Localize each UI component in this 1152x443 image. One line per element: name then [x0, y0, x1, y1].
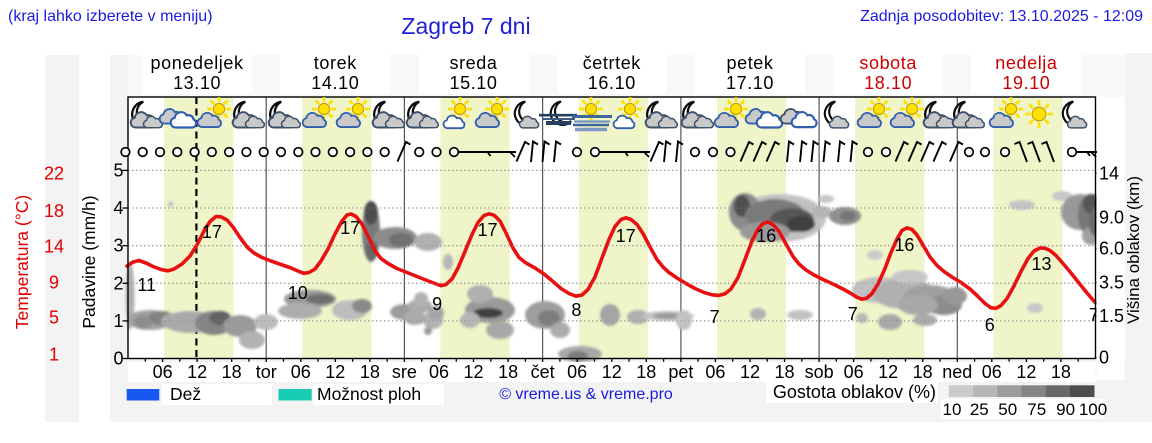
svg-text:ponedeljek: ponedeljek: [151, 53, 244, 73]
svg-text:13: 13: [1031, 254, 1051, 274]
svg-text:10: 10: [943, 400, 962, 419]
svg-text:18.10: 18.10: [864, 73, 912, 93]
svg-text:25: 25: [970, 400, 989, 419]
svg-text:10: 10: [288, 283, 308, 303]
svg-text:1: 1: [49, 344, 59, 364]
svg-text:50: 50: [998, 400, 1017, 419]
svg-text:06: 06: [291, 362, 311, 382]
svg-text:nedelja: nedelja: [995, 53, 1058, 73]
svg-text:17: 17: [340, 218, 360, 238]
svg-text:16: 16: [756, 226, 776, 246]
svg-text:9.0: 9.0: [1099, 208, 1124, 228]
svg-text:pet: pet: [668, 362, 693, 382]
svg-text:12: 12: [325, 362, 345, 382]
svg-text:14: 14: [44, 237, 64, 257]
svg-text:12: 12: [1016, 362, 1036, 382]
svg-text:Padavine (mm/h): Padavine (mm/h): [79, 195, 99, 328]
svg-text:8: 8: [571, 300, 581, 320]
svg-text:Temperatura (°C): Temperatura (°C): [12, 195, 32, 329]
svg-text:06: 06: [429, 362, 449, 382]
svg-text:5: 5: [113, 160, 123, 180]
svg-text:čet: čet: [531, 362, 555, 382]
svg-text:sre: sre: [392, 362, 417, 382]
svg-text:7: 7: [848, 304, 858, 324]
svg-text:19.10: 19.10: [1002, 73, 1050, 93]
svg-text:14.10: 14.10: [311, 73, 359, 93]
svg-text:75: 75: [1027, 400, 1046, 419]
svg-text:16.10: 16.10: [588, 73, 636, 93]
svg-text:17: 17: [477, 220, 497, 240]
svg-text:3: 3: [113, 236, 123, 256]
svg-text:18: 18: [498, 362, 518, 382]
svg-text:18: 18: [774, 362, 794, 382]
svg-text:2: 2: [113, 273, 123, 293]
svg-text:3.5: 3.5: [1099, 272, 1124, 292]
svg-text:Zagreb 7 dni: Zagreb 7 dni: [401, 13, 530, 39]
svg-text:18: 18: [913, 362, 933, 382]
svg-text:sob: sob: [805, 362, 834, 382]
svg-text:7: 7: [710, 307, 720, 327]
svg-text:12: 12: [187, 362, 207, 382]
svg-text:Gostota oblakov (%): Gostota oblakov (%): [773, 382, 936, 402]
svg-text:12: 12: [878, 362, 898, 382]
svg-text:14: 14: [1099, 163, 1119, 183]
svg-text:18: 18: [360, 362, 380, 382]
svg-text:22: 22: [44, 163, 64, 183]
svg-text:11: 11: [137, 275, 156, 295]
svg-text:18: 18: [222, 362, 242, 382]
svg-text:6: 6: [985, 315, 995, 335]
svg-text:18: 18: [1051, 362, 1071, 382]
svg-text:sreda: sreda: [449, 53, 497, 73]
svg-text:06: 06: [705, 362, 725, 382]
svg-text:sobota: sobota: [859, 53, 917, 73]
svg-text:90: 90: [1056, 400, 1075, 419]
svg-text:12: 12: [463, 362, 483, 382]
svg-text:12: 12: [740, 362, 760, 382]
svg-text:7: 7: [1089, 305, 1099, 325]
svg-text:© vreme.us & vreme.pro: © vreme.us & vreme.pro: [499, 386, 673, 403]
svg-text:(kraj lahko izberete v meniju): (kraj lahko izberete v meniju): [8, 8, 213, 25]
svg-text:06: 06: [153, 362, 173, 382]
svg-text:Dež: Dež: [170, 384, 201, 404]
svg-text:Zadnja posodobitev: 13.10.2025: Zadnja posodobitev: 13.10.2025 - 12:09: [860, 8, 1143, 25]
svg-text:12: 12: [602, 362, 622, 382]
svg-text:18: 18: [636, 362, 656, 382]
svg-text:17: 17: [202, 222, 222, 242]
svg-text:4: 4: [113, 198, 123, 218]
svg-text:četrtek: četrtek: [583, 53, 642, 73]
svg-text:06: 06: [982, 362, 1002, 382]
svg-text:100: 100: [1079, 400, 1107, 419]
svg-text:torek: torek: [314, 53, 357, 73]
svg-text:ned: ned: [942, 362, 972, 382]
svg-text:06: 06: [567, 362, 587, 382]
svg-text:Možnost ploh: Možnost ploh: [317, 384, 421, 404]
svg-text:17.10: 17.10: [726, 73, 774, 93]
svg-text:17: 17: [616, 226, 636, 246]
svg-text:petek: petek: [726, 53, 773, 73]
svg-text:15.10: 15.10: [449, 73, 497, 93]
svg-text:13.10: 13.10: [173, 73, 221, 93]
svg-text:16: 16: [894, 235, 914, 255]
svg-text:9: 9: [432, 294, 442, 314]
svg-text:9: 9: [49, 272, 59, 292]
svg-text:5: 5: [49, 307, 59, 327]
svg-text:18: 18: [44, 201, 64, 221]
svg-text:1: 1: [113, 311, 123, 331]
svg-text:06: 06: [844, 362, 864, 382]
svg-text:0: 0: [113, 349, 123, 369]
svg-text:1.5: 1.5: [1099, 306, 1124, 326]
svg-text:0: 0: [1099, 348, 1109, 368]
svg-text:Višina oblakov (km): Višina oblakov (km): [1124, 176, 1143, 324]
svg-text:6.0: 6.0: [1099, 239, 1124, 259]
svg-text:tor: tor: [256, 362, 277, 382]
